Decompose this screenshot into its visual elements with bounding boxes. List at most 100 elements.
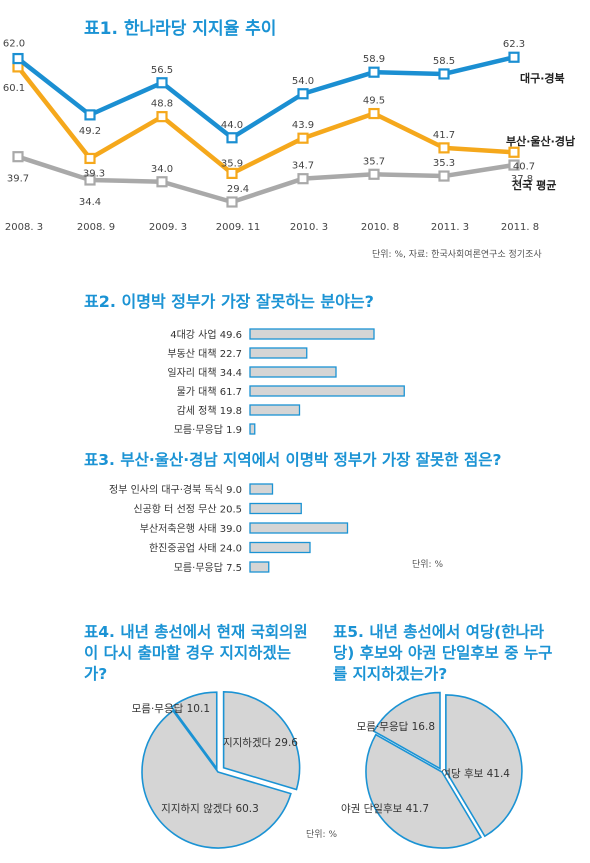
bar	[249, 328, 375, 340]
data-label: 37.8	[511, 174, 533, 185]
chart5-title: 표5. 내년 총선에서 여당(한나라당) 후보와 야권 단일후보 중 누구를 지…	[333, 623, 553, 683]
pie-label: 야권 단일후보 41.7	[341, 802, 429, 815]
data-label: 35.9	[221, 158, 243, 169]
line-marker	[156, 111, 168, 123]
pie-unit-note: 단위: %	[306, 830, 338, 840]
line-marker	[438, 68, 450, 80]
line-series	[16, 65, 515, 176]
source-note: 단위: %, 자료: 한국사회여론연구소 정기조사	[372, 250, 542, 260]
data-label: 34.4	[79, 197, 101, 208]
data-label: 40.7	[513, 161, 535, 172]
chart4-title: 표4. 내년 총선에서 현재 국회의원이 다시 출마할 경우 지지하겠는가?	[84, 623, 308, 683]
line-marker	[368, 168, 380, 180]
data-label: 56.5	[151, 65, 173, 76]
x-tick-label: 2011. 3	[431, 222, 469, 233]
data-label: 39.7	[7, 174, 29, 185]
bar-unit-note: 단위: %	[412, 560, 444, 570]
bar	[249, 502, 302, 515]
line-series	[17, 154, 515, 205]
bar-label: 한진중공업 사태 24.0	[149, 542, 242, 555]
x-tick-label: 2009. 3	[149, 222, 187, 233]
pie-slice	[372, 691, 441, 770]
data-label: 49.5	[363, 96, 385, 107]
line-marker	[368, 107, 380, 120]
line-marker	[297, 132, 309, 144]
line-marker	[84, 152, 96, 165]
data-label: 35.7	[363, 156, 385, 167]
data-label: 58.9	[363, 54, 385, 65]
line-marker	[438, 142, 450, 154]
bar-label: 부산저축은행 사태 39.0	[140, 523, 242, 535]
pie-label: 지지하지 않겠다 60.3	[161, 802, 259, 815]
line-marker	[156, 176, 168, 188]
bar	[249, 347, 308, 359]
pie-slice	[365, 733, 483, 849]
x-tick-label: 2011. 8	[501, 222, 539, 233]
line-series	[16, 55, 515, 141]
x-tick-label: 2009. 11	[216, 222, 261, 233]
line-marker	[368, 66, 380, 78]
data-label: 34.0	[151, 164, 173, 175]
x-tick-label: 2008. 3	[5, 222, 43, 233]
line-marker	[156, 77, 168, 89]
bar	[249, 561, 270, 573]
bar-label: 부동산 대책 22.7	[167, 348, 242, 360]
bar	[249, 366, 337, 378]
line-marker	[297, 173, 309, 185]
data-label: 60.1	[3, 83, 25, 94]
pie-slice	[445, 694, 523, 838]
legend-label: 부산·울산·경남	[506, 134, 575, 148]
data-label: 34.7	[292, 161, 314, 172]
x-tick-label: 2010. 8	[361, 222, 399, 233]
bar	[249, 522, 349, 534]
pie-label: 모름·무응답 10.1	[132, 703, 210, 715]
bar-label: 정부 인사의 대구·경북 독식 9.0	[109, 483, 242, 496]
bar-label: 일자리 대책 34.4	[167, 367, 242, 379]
data-label: 62.0	[3, 39, 25, 50]
bar-label: 4대강 사업 49.6	[170, 328, 242, 341]
line-marker	[12, 151, 24, 163]
pie-label: 모름·무응답 16.8	[357, 721, 435, 733]
legend-label: 전국 평균	[512, 178, 556, 192]
legend-label: 대구·경북	[520, 71, 565, 85]
line-marker	[226, 167, 238, 179]
bar	[249, 541, 311, 554]
data-label: 43.9	[292, 120, 314, 131]
x-tick-label: 2010. 3	[290, 222, 328, 233]
pie-slice	[170, 691, 218, 771]
bar-label: 감세 정책 19.8	[177, 405, 242, 417]
bar	[249, 385, 405, 397]
line-marker	[508, 51, 520, 63]
data-label: 39.3	[83, 168, 105, 179]
bar	[249, 423, 256, 435]
bar-label: 모름·무응답 1.9	[174, 424, 242, 436]
line-marker	[226, 132, 238, 144]
data-label: 48.8	[151, 99, 173, 110]
pie-label: 지지하겠다 29.6	[223, 736, 298, 749]
data-label: 58.5	[433, 56, 455, 67]
bar-label: 신공항 터 선정 무산 20.5	[133, 504, 242, 516]
bar-label: 물가 대책 61.7	[177, 386, 242, 398]
pie-slice	[141, 709, 292, 849]
line-marker	[438, 170, 450, 182]
line-marker	[84, 109, 96, 121]
x-tick-label: 2008. 9	[77, 222, 115, 233]
line-marker	[12, 52, 24, 65]
pie-label: 여당 후보 41.4	[441, 768, 510, 780]
chart1-title: 표1. 한나라당 지지율 추이	[84, 19, 277, 39]
bar	[249, 483, 274, 495]
line-marker	[297, 88, 309, 100]
data-label: 41.7	[433, 130, 455, 141]
data-label: 35.3	[433, 158, 455, 169]
line-marker	[508, 146, 520, 158]
line-marker	[84, 174, 96, 186]
chart2-title: 표2. 이명박 정부가 가장 잘못하는 분야는?	[84, 292, 374, 311]
bar-label: 모름·무응답 7.5	[174, 562, 242, 574]
data-label: 54.0	[292, 76, 314, 87]
line-marker	[226, 196, 238, 208]
pie-slice	[222, 691, 301, 791]
chart3-title: 표3. 부산·울산·경남 지역에서 이명박 정부가 가장 잘못한 점은?	[84, 451, 502, 469]
data-label: 44.0	[221, 120, 243, 131]
data-label: 62.3	[503, 39, 525, 50]
